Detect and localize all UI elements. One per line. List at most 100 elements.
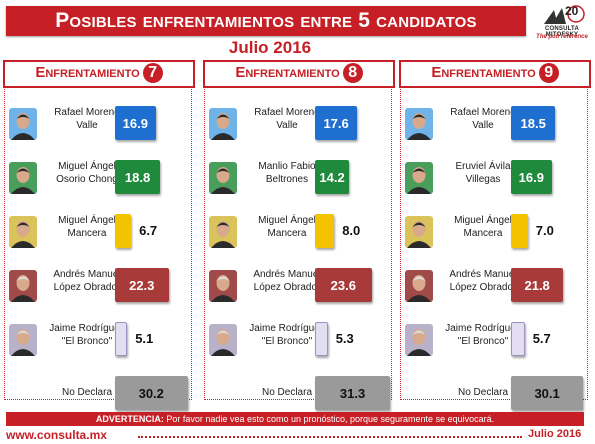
value-bar: 21.8 (511, 268, 564, 302)
value-label: 5.7 (532, 331, 551, 346)
candidate-row: Jaime Rodríguez "El Bronco" 5.1 (5, 318, 193, 362)
candidate-photo (405, 216, 433, 248)
value-bar (315, 214, 335, 248)
candidate-row: Andrés Manuel López Obrador 23.6 (205, 264, 393, 308)
candidate-name: No Declara (61, 387, 113, 398)
candidate-photo (209, 324, 237, 356)
candidate-photo (9, 108, 37, 140)
candidate-photo (9, 216, 37, 248)
candidate-name: Andrés Manuel López Obrador (449, 269, 517, 293)
value-label: 8.0 (342, 223, 361, 238)
candidate-name: Rafael Moreno Valle (450, 107, 516, 131)
candidate-row: Andrés Manuel López Obrador 22.3 (5, 264, 193, 308)
value-bar: 23.6 (315, 268, 372, 302)
value-label: 16.9 (122, 115, 148, 131)
value-label: 6.7 (139, 223, 158, 238)
footer-divider (138, 436, 522, 438)
candidate-photo (9, 270, 37, 302)
matchup-panel-7: Enfrentamiento 7 Rafael Moreno Valle 16.9 Mig… (3, 60, 195, 410)
candidate-name: Jaime Rodríguez "El Bronco" (445, 323, 521, 347)
matchup-header: Enfrentamiento 8 (203, 60, 395, 88)
consulta-mitofsky-logo: 20 CONSULTA MITOFSKY The poll reference (532, 4, 592, 48)
page-subtitle: Julio 2016 (228, 38, 312, 57)
warning-label: ADVERTENCIA: (95, 414, 164, 424)
value-label: 17.6 (323, 115, 349, 131)
matchup-label: Enfrentamiento (235, 64, 340, 81)
matchup-number: 7 (142, 63, 163, 84)
value-bar: 18.5 (511, 106, 556, 140)
value-label: 18.5 (520, 115, 546, 131)
candidate-name: Miguel Ángel Mancera (258, 215, 316, 239)
candidate-photo (9, 324, 37, 356)
candidate-name: Manlio Fabio Beltrones (258, 161, 316, 185)
candidate-photo (209, 162, 237, 194)
matchup-panel-8: Enfrentamiento 8 Rafael Moreno Valle 17.6 Man… (203, 60, 395, 410)
value-label: 18.8 (124, 169, 151, 185)
value-bar: 18.8 (115, 160, 161, 194)
candidate-photo (405, 270, 433, 302)
candidate-photo (209, 216, 237, 248)
candidate-row: Andrés Manuel López Obrador 21.8 (401, 264, 589, 308)
logo-tagline: The poll reference (536, 34, 588, 40)
value-bar (115, 322, 128, 356)
footer-url[interactable]: www.consulta.mx (6, 428, 107, 442)
candidate-name: Eruviel Ávila Villegas (455, 161, 511, 185)
value-bar (511, 214, 528, 248)
value-label: 30.2 (138, 385, 164, 401)
footer-date: Julio 2016 (528, 428, 582, 440)
value-bar: 16.9 (511, 160, 552, 194)
candidate-photo (405, 324, 433, 356)
value-label: 30.1 (534, 385, 560, 401)
candidate-name: Jaime Rodríguez "El Bronco" (49, 323, 125, 347)
candidate-row: Miguel Ángel Mancera 7.0 (401, 210, 589, 254)
value-label: 22.3 (129, 277, 155, 293)
candidate-name: Andrés Manuel López Obrador (253, 269, 321, 293)
candidate-row: Miguel Ángel Mancera 6.7 (5, 210, 193, 254)
value-bar (115, 214, 132, 248)
candidate-name: Rafael Moreno Valle (254, 107, 320, 131)
candidate-photo (209, 270, 237, 302)
value-bar: 17.6 (315, 106, 358, 140)
matchup-number: 8 (342, 63, 363, 84)
value-label: 14.2 (319, 169, 345, 185)
value-label: 31.3 (339, 385, 366, 401)
candidate-name: No Declara (261, 387, 313, 398)
value-bar (511, 322, 525, 356)
page-title: Posibles enfrentamientos entre 5 candida… (6, 6, 526, 36)
matchup-header: Enfrentamiento 7 (3, 60, 195, 88)
logo-emblem-icon (544, 5, 585, 24)
candidate-name: Andrés Manuel López Obrador (53, 269, 121, 293)
candidate-photo (405, 162, 433, 194)
matchup-number: 9 (538, 63, 559, 84)
candidate-row: No Declara 31.3 (205, 372, 393, 416)
value-bar: 30.2 (115, 376, 188, 410)
candidate-row: Rafael Moreno Valle 18.5 (401, 102, 589, 146)
value-bar: 22.3 (115, 268, 169, 302)
warning-text: Por favor nadie vea esto como un pronóst… (163, 414, 495, 424)
value-bar: 31.3 (315, 376, 391, 410)
candidate-name: Miguel Ángel Osorio Chong (56, 161, 118, 185)
value-label: 21.8 (524, 277, 550, 293)
value-label: 5.1 (135, 331, 154, 346)
matchup-label: Enfrentamiento (35, 64, 140, 81)
value-label: 5.3 (335, 331, 354, 346)
candidate-row: Miguel Ángel Mancera 8.0 (205, 210, 393, 254)
value-bar: 14.2 (315, 160, 350, 194)
logo-brand: CONSULTA MITOFSKY (544, 26, 580, 38)
candidate-photo (209, 108, 237, 140)
candidate-name: No Declara (457, 387, 509, 398)
candidate-photo (9, 162, 37, 194)
value-bar (315, 322, 328, 356)
logo-years: 20 (565, 4, 579, 18)
candidate-row: Jaime Rodríguez "El Bronco" 5.7 (401, 318, 589, 362)
value-label: 16.9 (518, 169, 544, 185)
warning-bar: ADVERTENCIA: Por favor nadie vea esto co… (6, 412, 584, 426)
candidate-row: Rafael Moreno Valle 16.9 (5, 102, 193, 146)
value-bar: 16.9 (115, 106, 156, 140)
candidate-row: No Declara 30.1 (401, 372, 589, 416)
matchup-panel-9: Enfrentamiento 9 Rafael Moreno Valle 18.5 Eru… (399, 60, 591, 410)
candidate-name: Rafael Moreno Valle (54, 107, 120, 131)
candidate-name: Jaime Rodríguez "El Bronco" (249, 323, 325, 347)
candidate-row: Manlio Fabio Beltrones 14.2 (205, 156, 393, 200)
matchup-header: Enfrentamiento 9 (399, 60, 591, 88)
